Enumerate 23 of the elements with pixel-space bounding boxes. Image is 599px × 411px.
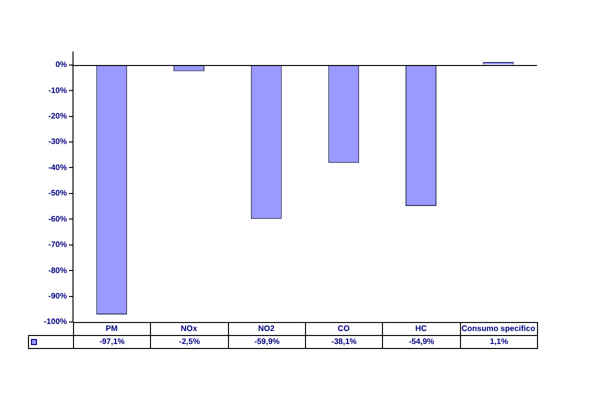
y-tick-label: -20% xyxy=(48,111,67,120)
y-tick-label: -80% xyxy=(48,266,67,275)
y-tick-label: -50% xyxy=(48,188,67,198)
y-tick-label: -60% xyxy=(48,214,67,224)
y-tick-label: -70% xyxy=(48,240,67,250)
x-tick-label: CO xyxy=(338,324,350,334)
y-tick-label: -90% xyxy=(48,291,67,300)
data-label: -54,9% xyxy=(408,336,434,348)
data-label: -97,1% xyxy=(99,336,125,348)
data-label: -38,1% xyxy=(331,336,357,348)
y-tick-label: -30% xyxy=(48,137,67,146)
y-tick-label: -40% xyxy=(48,162,67,172)
y-tick-label: -100% xyxy=(44,317,67,326)
x-tick-label: PM xyxy=(106,324,118,334)
data-label: -59,9% xyxy=(254,336,280,348)
data-label: -2,5% xyxy=(179,336,200,348)
y-tick-label: 0% xyxy=(55,60,67,70)
x-tick-label: Consumo specifico xyxy=(461,324,536,334)
y-tick-label: -10% xyxy=(48,86,67,95)
data-label: 1,1% xyxy=(490,336,508,348)
x-tick-label: NO2 xyxy=(258,324,276,334)
x-tick-label: HC xyxy=(415,324,427,334)
x-tick-label: NOx xyxy=(180,324,198,334)
